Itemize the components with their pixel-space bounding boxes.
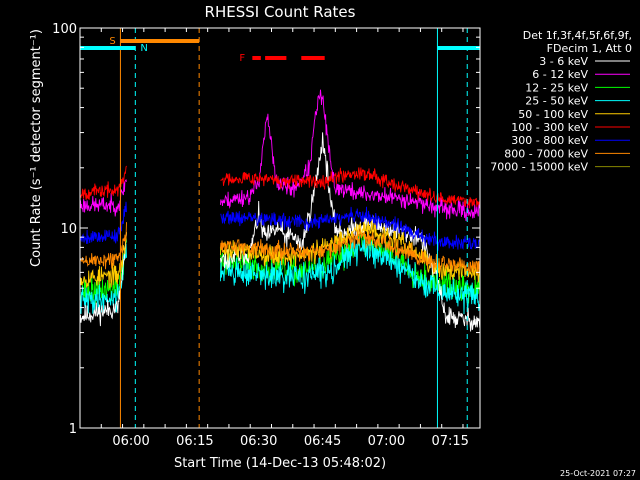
flare-label: F (239, 53, 245, 64)
legend-entry-label: 100 - 300 keV (511, 121, 588, 134)
x-tick-label: 07:15 (431, 434, 468, 449)
x-tick-label: 06:00 (112, 434, 149, 449)
series-group (79, 89, 481, 332)
axes-group: 1 10 100 06:00 06:15 06:30 06:45 07:00 07:15 (52, 22, 480, 449)
markers-group: S N F (80, 28, 480, 428)
x-axis-label: Start Time (14-Dec-13 05:48:02) (174, 456, 386, 471)
x-tick-label: 06:30 (240, 434, 277, 449)
series-line-1-part-0 (79, 178, 127, 217)
legend-header: FDecim 1, Att 0 (547, 42, 632, 55)
y-axis-label: Count Rate (s⁻¹ detector segment⁻¹) (29, 29, 44, 267)
y-tick-label: 1 (69, 422, 77, 437)
saa-label: S (109, 36, 115, 47)
series-line-7-part-1 (219, 227, 481, 275)
series-line-3-part-1 (219, 231, 481, 315)
legend-entry-label: 300 - 800 keV (511, 134, 588, 147)
series-line-4-part-0 (79, 231, 127, 290)
legend-entry-label: 800 - 7000 keV (504, 147, 588, 160)
x-tick-label: 07:00 (368, 434, 405, 449)
series-line-6-part-0 (79, 201, 127, 244)
series-line-0-part-1 (219, 132, 481, 332)
series-line-1-part-1 (219, 89, 481, 222)
legend-entry-label: 50 - 100 keV (518, 108, 588, 121)
x-tick-label: 06:45 (304, 434, 341, 449)
legend-entry-label: 12 - 25 keV (525, 81, 588, 94)
legend-entry-label: 7000 - 15000 keV (490, 161, 588, 174)
legend-entry-label: 25 - 50 keV (525, 95, 588, 108)
legend-entry-label: 6 - 12 keV (532, 68, 588, 81)
series-line-5-part-0 (79, 165, 127, 200)
night-label: N (140, 43, 147, 54)
series-line-0-part-0 (79, 232, 127, 327)
legend-header: Det 1f,3f,4f,5f,6f,9f, (523, 29, 632, 42)
footer-date: 25-Oct-2021 07:27 (560, 469, 636, 478)
y-tick-label: 10 (60, 222, 77, 237)
x-tick-label: 06:15 (176, 434, 213, 449)
series-line-5-part-1 (220, 167, 481, 209)
y-tick-label: 100 (52, 22, 77, 37)
series-line-6-part-1 (220, 206, 480, 251)
legend-entry-label: 3 - 6 keV (539, 55, 588, 68)
series-line-7-part-0 (79, 222, 127, 270)
chart-title: RHESSI Count Rates (205, 3, 356, 21)
legend: Det 1f,3f,4f,5f,6f,9f,FDecim 1, Att 03 -… (490, 29, 632, 174)
